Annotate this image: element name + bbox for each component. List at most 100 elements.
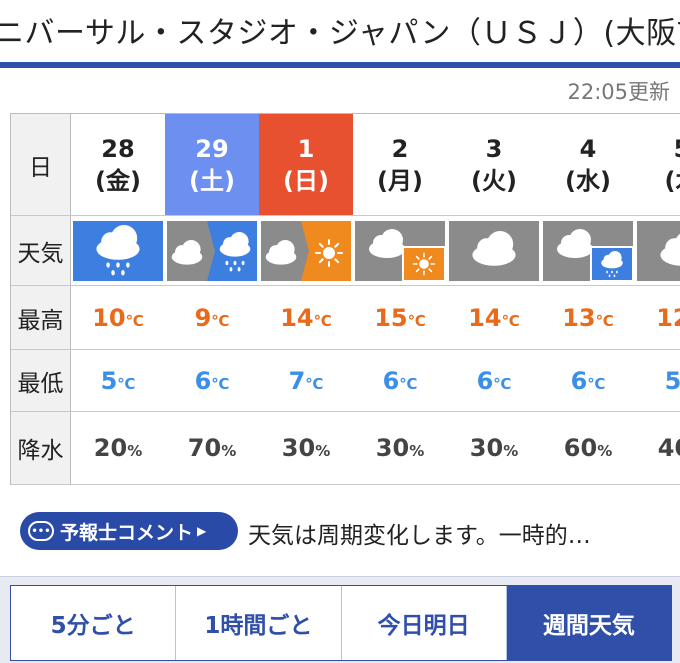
weather-icon bbox=[353, 219, 447, 283]
row-label-high: 最高 bbox=[11, 286, 71, 349]
percent-unit: % bbox=[597, 442, 613, 460]
low-temp-value: 6 bbox=[194, 366, 212, 395]
high-temp-cell: 13℃ bbox=[541, 286, 635, 349]
day-header-cell: 4 (水) bbox=[541, 114, 635, 215]
high-temp-value: 14 bbox=[468, 303, 502, 332]
temp-unit: ℃ bbox=[407, 311, 426, 330]
day-number: 5 bbox=[674, 133, 680, 165]
day-header-cell: 5(木 bbox=[635, 114, 680, 215]
weather-icon-cell bbox=[71, 216, 165, 285]
weather-icon bbox=[165, 219, 259, 283]
low-temp-value: 6 bbox=[382, 366, 400, 395]
tab-3[interactable]: 週間天気 bbox=[506, 586, 671, 660]
percent-unit: % bbox=[315, 442, 331, 460]
updated-time: 22:05更新 bbox=[567, 80, 670, 104]
day-number: 2 bbox=[391, 134, 409, 163]
weather-icon bbox=[635, 219, 680, 283]
high-temp-cell: 14℃ bbox=[447, 286, 541, 349]
high-temp-value: 10 bbox=[92, 303, 126, 332]
weather-icon bbox=[541, 219, 635, 283]
temp-unit: ℃ bbox=[501, 311, 520, 330]
temp-unit: ℃ bbox=[211, 374, 230, 393]
temp-unit: ℃ bbox=[117, 374, 136, 393]
tab-2[interactable]: 今日明日 bbox=[342, 586, 507, 660]
low-temp-cell: 6℃ bbox=[447, 350, 541, 411]
percent-unit: % bbox=[221, 442, 237, 460]
precip-cell: 20% bbox=[71, 412, 165, 484]
tab-1[interactable]: 1時間ごと bbox=[176, 586, 342, 660]
precip-value: 30 bbox=[281, 434, 316, 462]
day-of-week: (木 bbox=[664, 166, 680, 195]
precip-value: 30 bbox=[375, 434, 410, 462]
percent-unit: % bbox=[409, 442, 425, 460]
low-temp-value: 5 bbox=[664, 366, 680, 395]
weather-cells bbox=[71, 216, 680, 285]
precip-value: 20 bbox=[93, 434, 128, 462]
speech-bubble-icon: ••• bbox=[28, 521, 54, 541]
weather-icon-cell bbox=[447, 216, 541, 285]
title-divider bbox=[0, 62, 680, 68]
percent-unit: % bbox=[127, 442, 143, 460]
low-temp-cell: 7℃ bbox=[259, 350, 353, 411]
day-of-week: (水) bbox=[565, 166, 611, 195]
low-temp-cell: 5℃ bbox=[71, 350, 165, 411]
low-temp-value: 7 bbox=[288, 366, 306, 395]
precip-value: 40 bbox=[657, 434, 680, 462]
temp-unit: ℃ bbox=[493, 374, 512, 393]
low-temp-cell: 6℃ bbox=[353, 350, 447, 411]
forecaster-comment-button[interactable]: ••• 予報士コメント ▶ bbox=[20, 512, 238, 550]
low-temp-value: 6 bbox=[476, 366, 494, 395]
high-temp-value: 15 bbox=[374, 303, 408, 332]
day-cells: 28 (金) 29 (土) 1 (日) 2 (月) 3 (火) 4 (水) 5(木 bbox=[71, 114, 680, 215]
precip-cell: 30% bbox=[353, 412, 447, 484]
low-temp-value: 5 bbox=[100, 366, 118, 395]
low-temp-value: 6 bbox=[570, 366, 588, 395]
low-temp-cell: 6℃ bbox=[541, 350, 635, 411]
temp-unit: ℃ bbox=[399, 374, 418, 393]
high-temp-value: 9 bbox=[194, 303, 212, 332]
low-temp-row: 最低 5℃6℃7℃6℃6℃6℃5℃ bbox=[11, 350, 680, 412]
high-temp-value: 12 bbox=[656, 303, 680, 332]
triangle-right-icon: ▶ bbox=[197, 524, 207, 538]
high-temp-cell: 14℃ bbox=[259, 286, 353, 349]
precip-cell: 30% bbox=[447, 412, 541, 484]
precip-row: 降水 20%70%30%30%30%60%40% bbox=[11, 412, 680, 485]
percent-unit: % bbox=[503, 442, 519, 460]
weather-icon-cell bbox=[165, 216, 259, 285]
row-label-day: 日 bbox=[11, 114, 71, 215]
day-header-cell: 1 (日) bbox=[259, 114, 353, 215]
day-of-week: (月) bbox=[377, 166, 423, 195]
tab-0[interactable]: 5分ごと bbox=[11, 586, 177, 660]
temp-unit: ℃ bbox=[313, 311, 332, 330]
comment-text[interactable]: 天気は周期変化します。一時的… bbox=[248, 523, 591, 549]
weather-icon bbox=[259, 219, 353, 283]
temp-unit: ℃ bbox=[595, 311, 614, 330]
weather-icon-cell bbox=[541, 216, 635, 285]
weather-icon-cell bbox=[353, 216, 447, 285]
precip-cell: 70% bbox=[165, 412, 259, 484]
day-header-cell: 3 (火) bbox=[447, 114, 541, 215]
day-number: 29 bbox=[195, 134, 229, 163]
weather-row: 天気 bbox=[11, 216, 680, 286]
day-number: 1 bbox=[297, 134, 315, 163]
day-header-cell: 2 (月) bbox=[353, 114, 447, 215]
high-temp-cells: 10℃9℃14℃15℃14℃13℃12℃ bbox=[71, 286, 680, 349]
high-temp-value: 14 bbox=[280, 303, 314, 332]
precip-value: 30 bbox=[469, 434, 504, 462]
weather-icon bbox=[447, 219, 541, 283]
day-row: 日 28 (金) 29 (土) 1 (日) 2 (月) 3 (火) 4 (水) 5(木 bbox=[11, 114, 680, 216]
view-tabs: 5分ごと 1時間ごと 今日明日 週間天気 bbox=[10, 585, 672, 661]
day-number: 3 bbox=[485, 134, 503, 163]
row-label-weather: 天気 bbox=[11, 216, 71, 285]
day-of-week: (火) bbox=[471, 166, 517, 195]
weather-icon-cell bbox=[635, 216, 680, 285]
temp-unit: ℃ bbox=[587, 374, 606, 393]
day-of-week: (金) bbox=[95, 166, 141, 195]
temp-unit: ℃ bbox=[125, 311, 144, 330]
precip-value: 60 bbox=[563, 434, 598, 462]
precip-cell: 40% bbox=[635, 412, 680, 484]
row-label-low: 最低 bbox=[11, 350, 71, 411]
low-temp-cell: 5℃ bbox=[635, 350, 680, 411]
page-title: ニバーサル・スタジオ・ジャパン（ＵＳＪ）(大阪市 bbox=[0, 16, 680, 51]
day-number: 28 bbox=[101, 134, 135, 163]
